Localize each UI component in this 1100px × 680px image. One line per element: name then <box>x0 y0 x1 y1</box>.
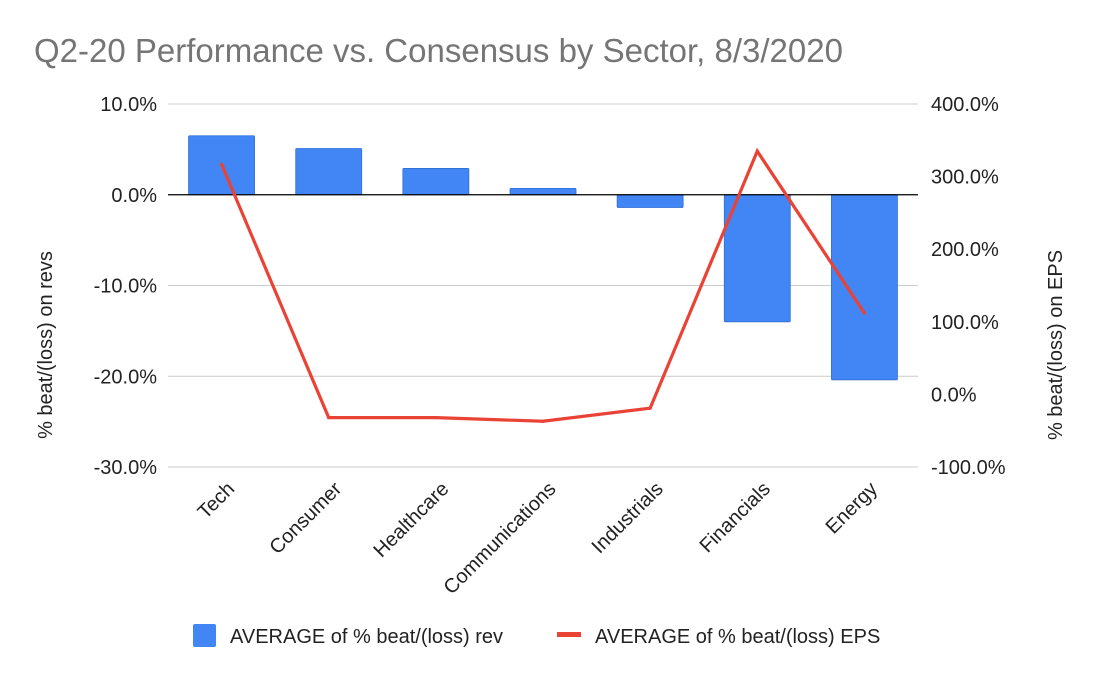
category-label-communications: Communications <box>440 478 561 599</box>
eps-point-healthcare <box>434 416 438 420</box>
legend-label-eps: AVERAGE of % beat/(loss) EPS <box>595 626 880 648</box>
right-tick-label: 400.0% <box>931 94 999 116</box>
right-axis-label: % beat/(loss) on EPS <box>1045 250 1067 440</box>
bar-financials <box>723 194 791 323</box>
bar-energy <box>831 194 898 381</box>
category-label-consumer: Consumer <box>265 478 346 559</box>
legend: AVERAGE of % beat/(loss) rev AVERAGE of … <box>193 624 880 648</box>
right-axis-ticks: 400.0% 300.0% 200.0% 100.0% 0.0% -100.0% <box>931 94 1006 479</box>
bar-consumer <box>295 148 363 196</box>
bar-industrials <box>616 194 684 208</box>
category-label-tech: Tech <box>194 478 239 523</box>
category-label-financials: Financials <box>696 478 775 557</box>
gridlines <box>168 103 918 468</box>
eps-point-financials <box>755 149 759 153</box>
eps-point-energy <box>862 311 867 315</box>
left-tick-label: -20.0% <box>94 366 158 388</box>
legend-label-rev: AVERAGE of % beat/(loss) rev <box>230 626 503 648</box>
eps-point-consumer <box>327 416 331 420</box>
right-tick-label: 200.0% <box>931 239 999 261</box>
right-tick-label: 300.0% <box>931 167 999 189</box>
category-label-energy: Energy <box>822 478 882 538</box>
right-tick-label: -100.0% <box>931 457 1006 479</box>
left-tick-label: 0.0% <box>111 185 157 207</box>
eps-point-tech <box>219 162 224 166</box>
eps-point-industrials <box>648 406 652 410</box>
left-axis-ticks: 10.0% 0.0% -10.0% -20.0% -30.0% <box>94 94 158 479</box>
left-tick-label: -10.0% <box>94 276 158 298</box>
right-tick-label: 0.0% <box>931 384 977 406</box>
bar-healthcare <box>402 168 470 196</box>
eps-point-communications <box>541 419 545 423</box>
chart-title: Q2-20 Performance vs. Consensus by Secto… <box>34 32 843 69</box>
left-tick-label: 10.0% <box>100 94 157 116</box>
category-label-healthcare: Healthcare <box>369 478 453 562</box>
legend-swatch-eps <box>557 632 581 637</box>
bar-series <box>188 135 898 381</box>
left-tick-label: -30.0% <box>94 457 158 479</box>
line-series <box>219 147 867 423</box>
right-tick-label: 100.0% <box>931 312 999 334</box>
category-label-industrials: Industrials <box>588 478 668 558</box>
bar-communications <box>509 187 577 196</box>
left-axis-label: % beat/(loss) on revs <box>35 251 57 439</box>
legend-swatch-rev <box>193 624 216 647</box>
